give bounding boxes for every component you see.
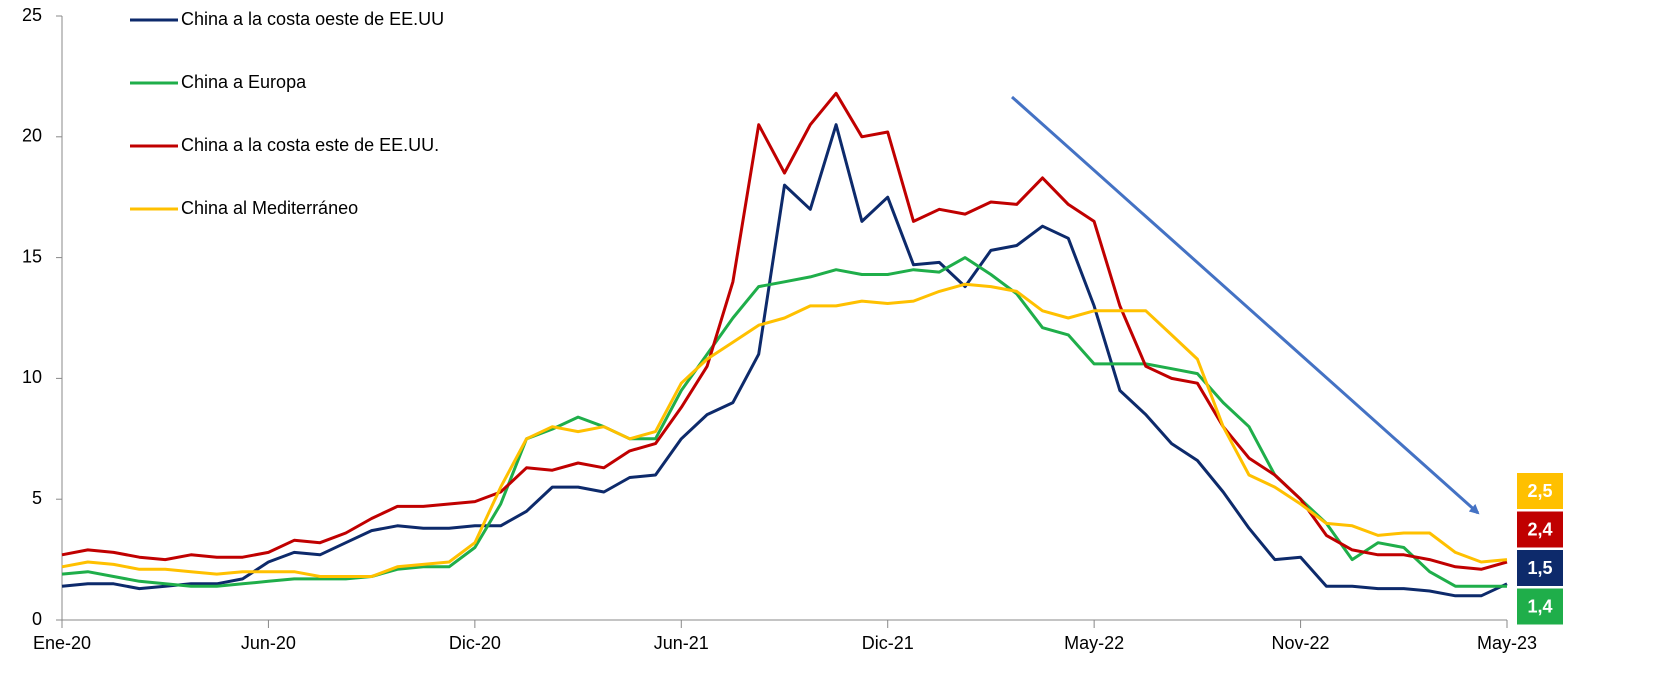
- trend-arrow: [1011, 95, 1480, 515]
- x-tick-label: May-22: [1064, 633, 1124, 653]
- end-label-box: [1517, 511, 1563, 548]
- x-tick-label: Jun-20: [241, 633, 296, 653]
- y-tick-label: 5: [32, 488, 42, 508]
- end-label: 2,4: [1527, 519, 1552, 539]
- series-line: [61, 282, 1508, 578]
- end-label: 2,5: [1527, 481, 1552, 501]
- end-label: 1,4: [1527, 596, 1552, 616]
- series-line: [61, 91, 1508, 571]
- y-tick-label: 20: [22, 126, 42, 146]
- series-line: [61, 256, 1507, 588]
- legend-label: China a Europa: [181, 72, 307, 92]
- end-label-box: [1517, 588, 1563, 625]
- end-label-box: [1517, 473, 1563, 509]
- x-tick-label: Ene-20: [33, 633, 91, 653]
- y-tick-label: 0: [32, 609, 42, 629]
- x-tick-label: Dic-21: [862, 633, 914, 653]
- y-tick-label: 15: [22, 246, 42, 266]
- legend-label: China a la costa oeste de EE.UU: [181, 9, 444, 29]
- legend-label: China al Mediterráneo: [181, 198, 358, 218]
- legend-label: China a la costa este de EE.UU.: [181, 135, 439, 155]
- end-label-box: [1517, 550, 1563, 586]
- x-tick-label: Dic-20: [449, 633, 501, 653]
- y-tick-label: 10: [22, 367, 42, 387]
- y-tick-label: 25: [22, 5, 42, 25]
- end-label: 1,5: [1527, 558, 1552, 578]
- series-line: [61, 123, 1508, 598]
- x-tick-label: May-23: [1477, 633, 1537, 653]
- x-tick-label: Jun-21: [654, 633, 709, 653]
- x-tick-label: Nov-22: [1272, 633, 1330, 653]
